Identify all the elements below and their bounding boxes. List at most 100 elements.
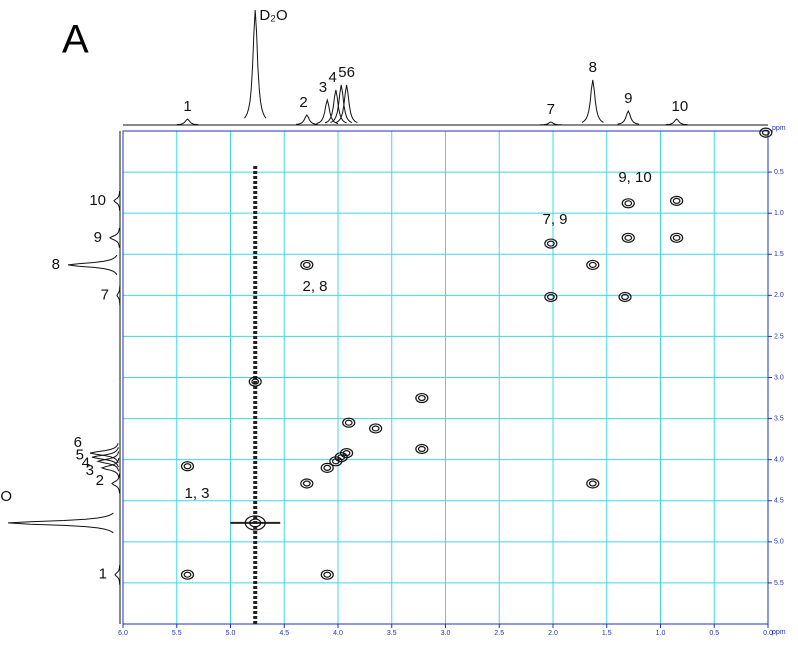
plot-frame [122,130,769,625]
contour [320,462,334,473]
peak-label: D₂O [0,488,12,505]
x-tick-label: 1.5 [602,630,612,637]
peak-label: 2 [299,94,307,111]
contour [415,392,429,404]
contour [251,378,260,385]
x-unit: ppm [772,125,786,132]
contour [670,232,684,243]
y-tick-label: 2.5 [774,333,784,340]
contour [544,291,558,303]
x-tick-label: 3.5 [387,630,397,637]
peak-label: 3 [86,462,94,479]
peak-label: 6 [74,434,82,451]
x-tick-label: 5.5 [172,630,182,637]
peak-label: 7 [547,101,555,118]
spectrum-peak [7,512,114,534]
spectrum-peak [665,118,688,126]
contour [371,425,380,432]
contour [248,376,262,387]
contour [670,195,684,206]
spectrum-peak [335,84,358,124]
spectrum-peak [114,564,121,585]
contour [302,480,311,487]
contour [761,129,770,136]
contour [300,259,314,271]
x-tick-label: 2.0 [548,630,558,637]
contour [369,423,383,434]
y-tick-label: 1.0 [774,210,784,217]
contour [320,569,334,580]
spectrum-peak [100,457,120,478]
contour [415,443,429,455]
peak-label: 3 [319,79,327,96]
contour [672,197,681,204]
peak-label: 9 [94,229,102,246]
x-tick-label: 0.5 [709,630,719,637]
peak-label: 56 [338,64,355,81]
contour [323,571,332,578]
spectrum-peak [116,285,121,306]
panel-label: A [62,18,89,62]
x-tick-label: 1.0 [656,630,666,637]
x-tick-label: 4.5 [279,630,289,637]
peak-label: 10 [672,98,689,115]
contour [586,259,600,271]
spectrum-peak [91,447,119,468]
contour [618,291,632,303]
spectrum-peak [316,98,339,124]
contour [544,238,558,249]
spectrum-peak [67,254,118,276]
spectrum-peak [109,227,120,248]
x-tick-label: 2.5 [494,630,504,637]
contour [417,445,426,453]
spectrum-peak [540,121,562,126]
x-tick-label: 5.0 [226,630,236,637]
spectrum-peak [617,109,640,125]
x-tick-label: 3.0 [441,630,451,637]
contour [323,464,332,471]
contour [344,419,353,426]
y-tick-label: 5.0 [774,539,784,546]
spectrum-peak [176,118,199,126]
contour [302,261,311,269]
contour [180,569,195,580]
peak-label: 9 [624,90,632,107]
peak-label: 1 [183,98,191,115]
contour [300,478,314,489]
y-tick-label: 1.5 [774,251,784,258]
contour [621,232,635,243]
contour [588,261,597,269]
peak-label: 8 [589,59,597,76]
contour [672,234,681,241]
spectrum-peak [581,79,604,123]
peak-label: 5 [76,447,84,464]
contour [588,480,597,487]
contour [417,394,426,402]
contour [180,461,195,472]
peak-label: 1 [99,566,107,583]
peak-label: 4 [328,69,336,86]
contour [340,447,354,459]
contour [546,293,555,301]
contour [183,463,192,470]
y-tick-label: 5.5 [774,580,784,587]
contour [244,515,266,531]
cross-peak-label: 2, 8 [302,278,327,295]
peak-label: 2 [96,472,104,489]
spectrum-peak [324,89,347,124]
x-tick-label: 6.0 [118,630,128,637]
spectrum-peak [296,114,318,125]
y-tick-label: 3.5 [774,415,784,422]
contour [342,450,351,457]
y-unit: ppm [772,629,786,636]
peak-label: 7 [101,286,109,303]
y-tick-label: 4.5 [774,498,784,505]
y-tick-label: 0.5 [774,169,784,176]
contour [586,478,600,489]
contour [759,127,773,138]
y-tick-label: 3.0 [774,374,784,381]
y-tick-label: 4.0 [774,457,784,464]
cross-peak-label: 1, 3 [184,485,209,502]
contour [624,234,633,241]
